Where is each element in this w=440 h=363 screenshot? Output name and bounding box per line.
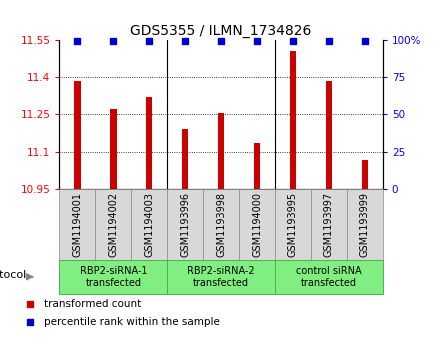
Text: GSM1193998: GSM1193998 (216, 192, 226, 257)
Bar (239, 189, 275, 260)
Text: control siRNA
transfected: control siRNA transfected (296, 266, 362, 287)
Text: transformed count: transformed count (44, 299, 141, 309)
Bar (110, 109, 117, 189)
Bar (59, 260, 167, 294)
Text: GSM1193995: GSM1193995 (288, 192, 298, 257)
Bar (95, 189, 131, 260)
Bar (146, 97, 153, 189)
Bar (167, 189, 203, 260)
Text: GSM1194002: GSM1194002 (108, 192, 118, 257)
Text: percentile rank within the sample: percentile rank within the sample (44, 317, 220, 327)
Bar (59, 189, 95, 260)
Text: GSM1193997: GSM1193997 (324, 192, 334, 257)
Bar (275, 189, 311, 260)
Bar (326, 81, 332, 189)
Text: RBP2-siRNA-2
transfected: RBP2-siRNA-2 transfected (187, 266, 255, 287)
Bar (131, 189, 167, 260)
Bar (311, 189, 347, 260)
Text: protocol: protocol (0, 270, 27, 280)
Bar (362, 160, 368, 189)
Bar (167, 260, 275, 294)
Text: GSM1193996: GSM1193996 (180, 192, 190, 257)
Title: GDS5355 / ILMN_1734826: GDS5355 / ILMN_1734826 (130, 24, 312, 37)
Bar (203, 189, 239, 260)
Bar (74, 81, 81, 189)
Bar (275, 260, 383, 294)
Bar (182, 129, 188, 189)
Bar (347, 189, 383, 260)
Text: GSM1193999: GSM1193999 (360, 192, 370, 257)
Bar (218, 113, 224, 189)
Bar (290, 51, 296, 189)
Text: GSM1194003: GSM1194003 (144, 192, 154, 257)
Text: RBP2-siRNA-1
transfected: RBP2-siRNA-1 transfected (80, 266, 147, 287)
Text: GSM1194001: GSM1194001 (72, 192, 82, 257)
Bar (254, 143, 260, 189)
Text: GSM1194000: GSM1194000 (252, 192, 262, 257)
